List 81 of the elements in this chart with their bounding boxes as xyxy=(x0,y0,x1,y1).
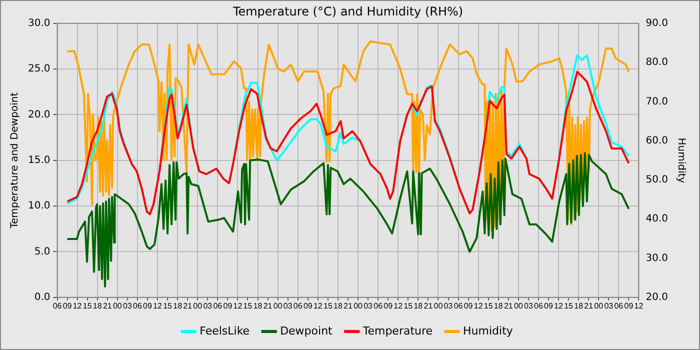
x-tick-label: 09 xyxy=(544,301,554,310)
y-tick-label: 25.0 xyxy=(28,64,50,75)
y-tick-label: 15.0 xyxy=(28,154,50,166)
y-tick-label: 0.0 xyxy=(34,292,50,303)
x-tick-label: 15 xyxy=(163,301,173,310)
x-tick-label: 18 xyxy=(92,301,102,310)
x-tick-label: 03 xyxy=(604,301,614,310)
x-tick-label: 03 xyxy=(283,301,293,310)
x-tick-label: 12 xyxy=(233,301,243,310)
x-tick-label: 00 xyxy=(112,301,122,310)
y2-tick-label: 50.0 xyxy=(646,174,668,186)
x-tick-label: 15 xyxy=(82,301,92,310)
x-tick-label: 21 xyxy=(424,301,434,310)
x-tick-label: 21 xyxy=(263,301,273,310)
y2-tick-label: 60.0 xyxy=(646,135,668,146)
x-tick-label: 12 xyxy=(72,301,82,310)
x-tick-label: 03 xyxy=(122,301,132,310)
legend-label: Humidity xyxy=(463,324,514,338)
x-tick-label: 00 xyxy=(273,301,283,310)
y-axis-title: Temperature and Dewpoint xyxy=(10,92,21,230)
x-tick-label: 09 xyxy=(143,301,152,310)
x-tick-label: 09 xyxy=(62,301,72,310)
y2-axis-title: Humidity xyxy=(675,138,686,184)
x-tick-label: 03 xyxy=(203,301,213,310)
y2-tick-label: 70.0 xyxy=(646,96,668,108)
legend-label: Temperature xyxy=(362,324,433,338)
x-tick-label: 21 xyxy=(584,301,594,310)
legend-label: FeelsLike xyxy=(200,324,250,338)
x-tick-label: 18 xyxy=(414,301,424,310)
x-tick-label: 00 xyxy=(193,301,203,310)
x-tick-label: 00 xyxy=(514,301,524,310)
x-tick-label: 15 xyxy=(243,301,253,310)
y-tick-label: 20.0 xyxy=(28,109,50,120)
y-tick-label: 30.0 xyxy=(28,18,50,29)
x-tick-label: 09 xyxy=(464,301,474,310)
x-tick-label: 21 xyxy=(102,301,112,310)
x-tick-label: 12 xyxy=(153,301,163,310)
x-tick-label: 03 xyxy=(524,301,534,310)
y2-tick-label: 90.0 xyxy=(646,18,668,29)
x-tick-label: 06 xyxy=(534,301,544,310)
x-tick-label: 18 xyxy=(334,301,343,310)
x-tick-label: 06 xyxy=(293,301,303,310)
x-tick-label: 06 xyxy=(454,301,464,310)
x-tick-label: 12 xyxy=(634,301,644,310)
x-tick-label: 00 xyxy=(354,301,364,310)
y2-tick-label: 40.0 xyxy=(646,214,668,225)
chart-title: Temperature (°C) and Humidity (RH%) xyxy=(232,4,464,18)
x-tick-label: 21 xyxy=(504,301,514,310)
legend-label: Dewpoint xyxy=(280,324,334,338)
y2-tick-label: 20.0 xyxy=(646,292,668,303)
x-tick-label: 00 xyxy=(594,301,604,310)
x-tick-label: 18 xyxy=(173,301,183,310)
y-tick-label: 5.0 xyxy=(34,246,50,258)
y2-tick-label: 30.0 xyxy=(646,252,668,264)
x-tick-label: 15 xyxy=(323,301,333,310)
x-tick-label: 06 xyxy=(213,301,223,310)
x-tick-label: 09 xyxy=(384,301,394,310)
x-tick-label: 03 xyxy=(364,301,374,310)
x-tick-label: 18 xyxy=(253,301,263,310)
x-tick-label: 00 xyxy=(434,301,444,310)
x-tick-label: 06 xyxy=(374,301,384,310)
x-tick-label: 15 xyxy=(484,301,494,310)
x-tick-label: 06 xyxy=(614,301,624,310)
x-tick-label: 09 xyxy=(303,301,313,310)
x-tick-label: 12 xyxy=(474,301,484,310)
x-tick-label: 09 xyxy=(624,301,634,310)
x-tick-label: 09 xyxy=(223,301,233,310)
x-tick-label: 12 xyxy=(554,301,564,310)
y2-tick-label: 80.0 xyxy=(646,57,668,68)
y-tick-label: 10.0 xyxy=(28,200,50,212)
x-tick-label: 15 xyxy=(404,301,414,310)
x-tick-label: 15 xyxy=(564,301,574,310)
x-tick-label: 21 xyxy=(344,301,353,310)
x-tick-label: 06 xyxy=(52,301,62,310)
x-tick-label: 12 xyxy=(313,301,323,310)
x-tick-label: 18 xyxy=(494,301,504,310)
x-tick-label: 18 xyxy=(574,301,584,310)
x-tick-label: 06 xyxy=(133,301,142,310)
x-tick-label: 12 xyxy=(394,301,404,310)
x-tick-label: 21 xyxy=(183,301,193,310)
x-tick-label: 03 xyxy=(444,301,454,310)
